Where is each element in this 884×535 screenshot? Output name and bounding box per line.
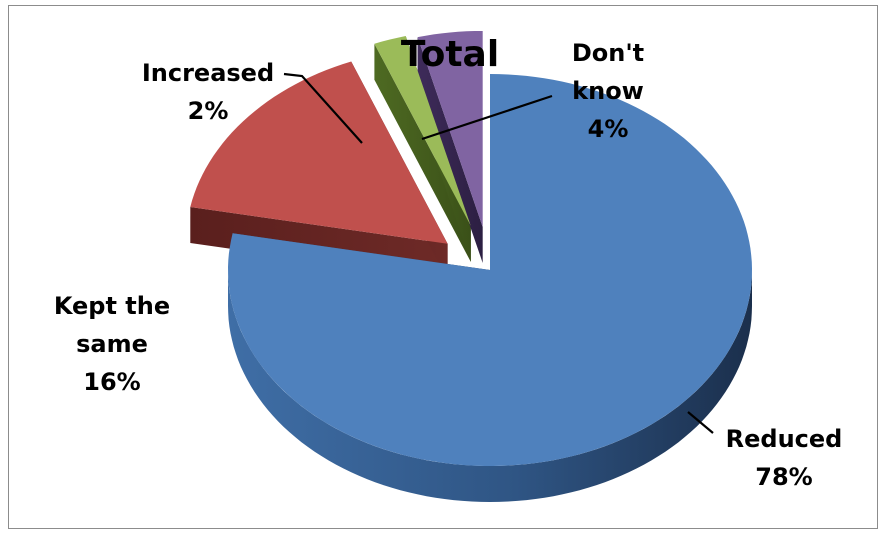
leader-line-increased — [283, 72, 363, 144]
slice-reduced — [228, 74, 752, 466]
data-label-increased-line-1: 2% — [188, 97, 229, 125]
data-label-dont-know-line-0: Don't — [572, 39, 644, 67]
data-label-kept-the-same-line-2: 16% — [83, 368, 140, 396]
slice-cut-increased-0 — [374, 43, 471, 262]
slice-increased — [374, 36, 471, 226]
data-label-kept-the-same: Kept the same 16% — [54, 292, 170, 396]
data-label-increased: Increased 2% — [142, 59, 274, 125]
data-label-increased-line-0: Increased — [142, 59, 274, 87]
leader-line-dont-know — [421, 94, 553, 141]
slice-side-reduced — [228, 270, 752, 502]
slice-cut-dont-know-0 — [417, 37, 483, 263]
data-label-kept-the-same-line-1: same — [76, 330, 148, 358]
data-labels: Reduced 78% Kept the same 16% Increased 2% Don'… — [54, 39, 843, 491]
data-label-reduced-line-0: Reduced — [726, 425, 843, 453]
data-label-dont-know-line-2: 4% — [588, 115, 629, 143]
data-label-dont-know: Don't know 4% — [572, 39, 644, 143]
data-label-reduced: Reduced 78% — [726, 425, 843, 491]
data-label-kept-the-same-line-0: Kept the — [54, 292, 170, 320]
data-label-reduced-line-1: 78% — [755, 463, 812, 491]
chart-title: Total — [401, 34, 499, 75]
pie-top-faces — [190, 31, 752, 466]
leader-lines — [283, 72, 714, 434]
slice-kept-the-same — [190, 61, 448, 244]
leader-line-reduced — [687, 411, 714, 434]
data-label-dont-know-line-1: know — [572, 77, 644, 105]
